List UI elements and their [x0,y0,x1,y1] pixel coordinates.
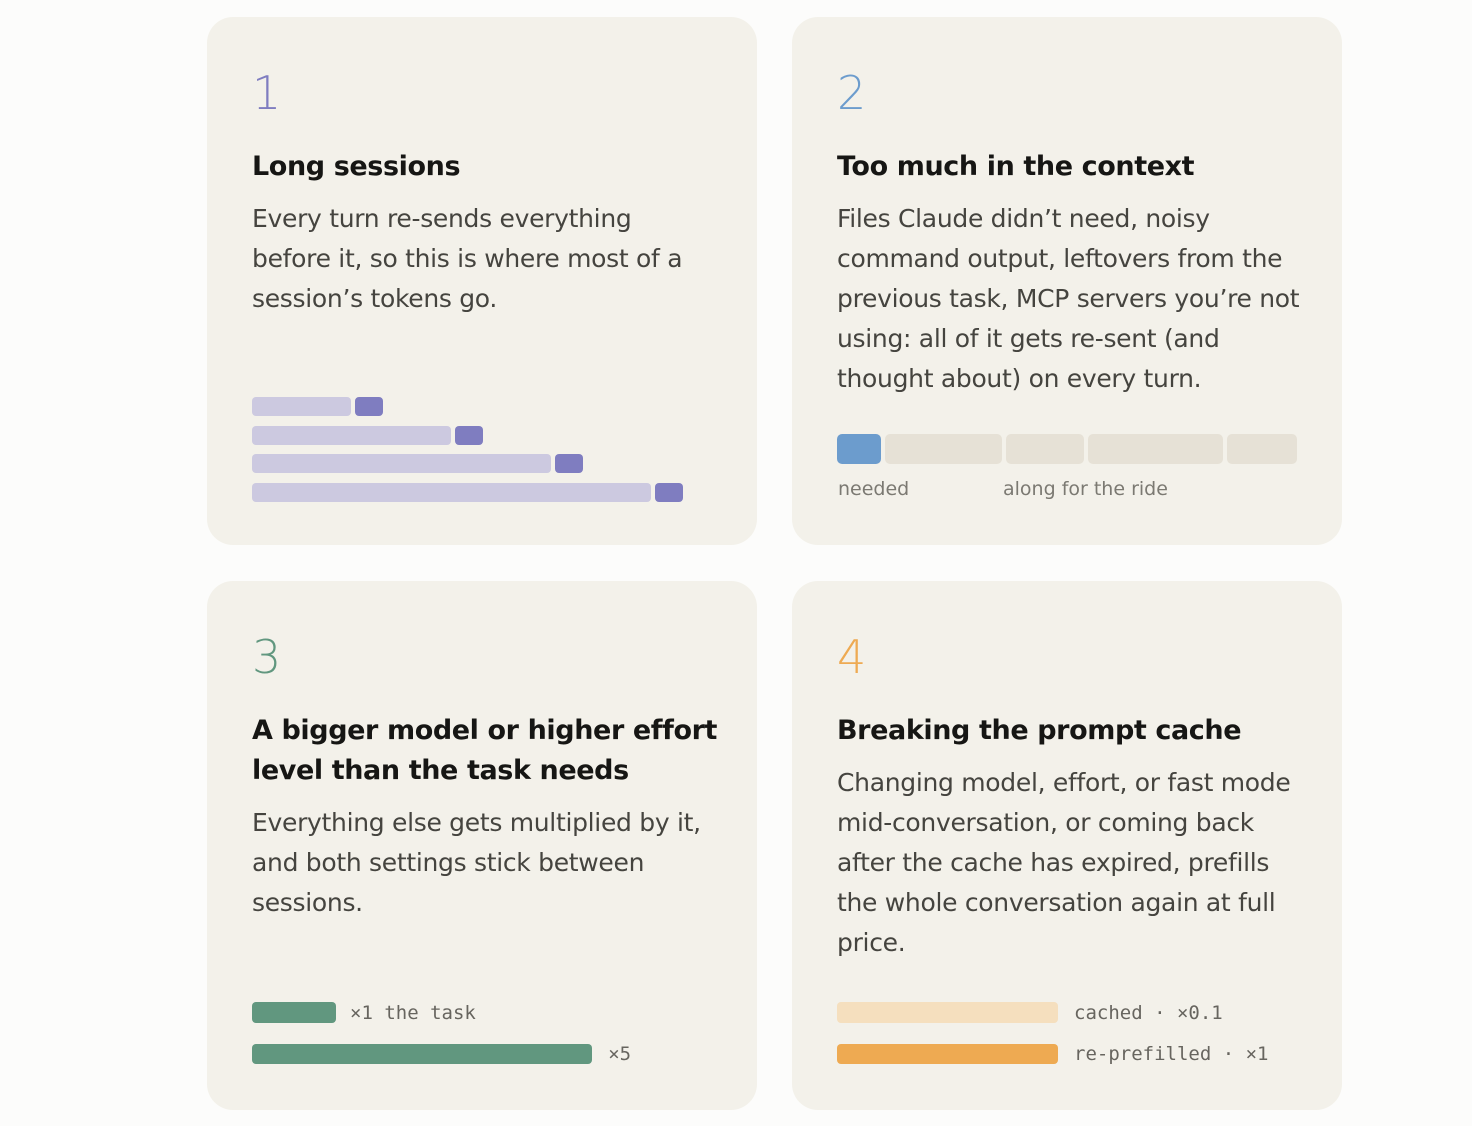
multiplier-bar-x1 [252,1002,336,1023]
card-description: Everything else gets multiplied by it, a… [252,808,701,917]
card-prompt-cache: 4 Breaking the prompt cache Changing mod… [792,581,1342,1110]
card-title: Long sessions [252,151,461,182]
multiplier-bar-x5 [252,1044,593,1064]
card-context: 2 Too much in the context Files Claude d… [792,17,1342,545]
turn-history-bar [252,482,651,502]
card-title: A bigger model or higher effort level th… [252,715,718,786]
turn-new-bar [355,397,383,416]
card-number: 4 [837,630,867,684]
re-prefilled-label: re-prefilled · ×1 [1074,1043,1269,1065]
cached-bar [837,1002,1058,1023]
turn-new-bar [655,482,683,502]
card-title: Too much in the context [837,151,1195,182]
label-extra: along for the ride [1003,478,1168,500]
cached-label: cached · ×0.1 [1074,1002,1223,1024]
card-number: 2 [837,66,867,120]
context-segment-extra [1088,434,1224,464]
card-description: Changing model, effort, or fast mode mid… [837,768,1291,957]
card-title: Breaking the prompt cache [837,715,1242,746]
context-segment-extra [1006,434,1085,464]
card-number: 1 [252,66,282,120]
card-description: Files Claude didn’t need, noisy command … [837,204,1300,393]
turn-history-bar [252,397,351,416]
card-model-effort: 3 A bigger model or higher effort level … [207,581,757,1110]
card-description: Every turn re-sends everything before it… [252,204,683,313]
turn-history-bar [252,454,551,473]
re-prefilled-bar [837,1044,1058,1064]
context-segment-needed [837,434,881,464]
turn-new-bar [455,425,483,445]
card-number: 3 [252,630,282,684]
multiplier-label-x1: ×1 the task [350,1002,476,1024]
label-needed: needed [838,478,910,500]
turn-new-bar [555,454,583,473]
turn-history-bar [252,425,451,445]
context-segment-extra [884,434,1003,464]
context-segment-extra [1227,434,1297,464]
card-long-sessions: 1 Long sessions Every turn re-sends ever… [207,17,757,545]
multiplier-label-x5: ×5 [608,1043,632,1065]
